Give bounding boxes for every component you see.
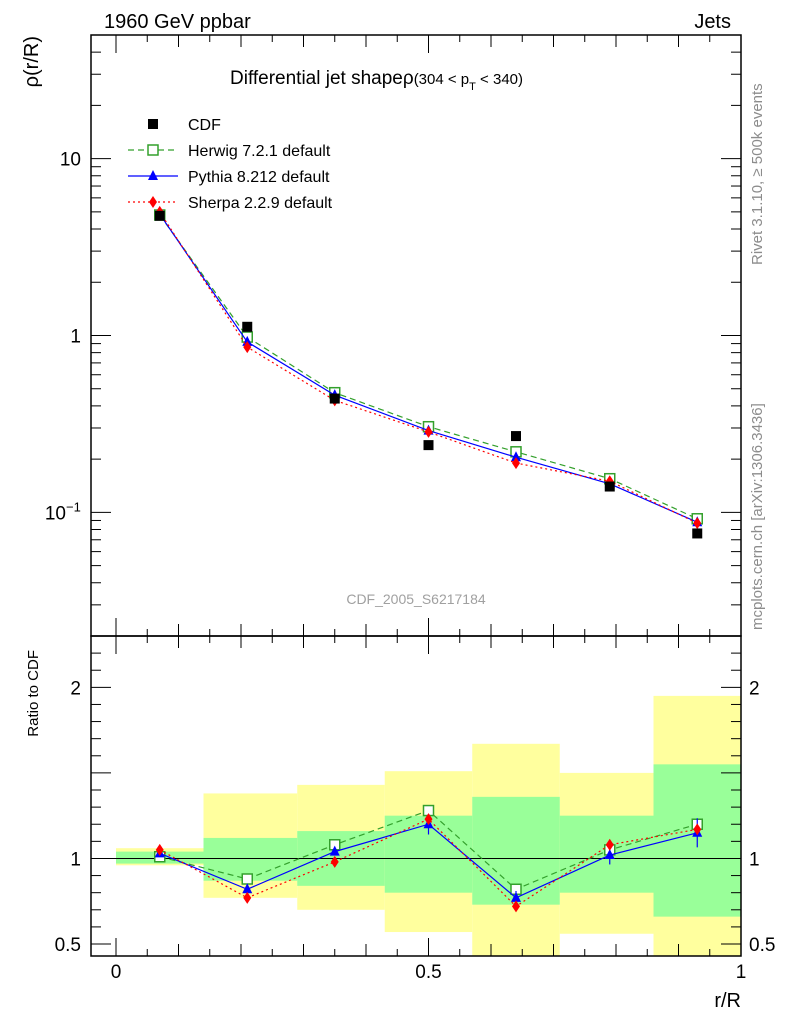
legend-label: Pythia 8.212 default <box>188 169 330 186</box>
data-point <box>692 528 703 539</box>
chart-title-range-post: < 340) <box>476 71 523 88</box>
data-point <box>423 440 434 451</box>
ratio-point-2 <box>243 891 252 904</box>
y-tick-label: 10 <box>45 503 66 524</box>
ratio-point-2 <box>424 813 433 826</box>
ratio-tick-label-left: 1 <box>70 849 81 870</box>
data-point <box>329 393 340 404</box>
ratio-point-1 <box>604 849 615 860</box>
chart-title-main: Differential jet shapeρ <box>230 68 414 89</box>
x-tick-label: 0.5 <box>415 962 441 983</box>
ratio-point-1 <box>511 891 521 902</box>
series-point-2 <box>512 457 520 470</box>
ratio-point-0 <box>241 873 253 885</box>
chart-title: Differential jet shapeρ(304 < pT < 340) <box>230 68 523 93</box>
y-axis-label: ρ(r/R) <box>21 36 43 87</box>
ratio-tick-label-left: 0.5 <box>55 935 81 956</box>
ratio-point-1 <box>329 845 340 856</box>
side-label-top: Rivet 3.1.10, ≥ 500k events <box>749 83 766 265</box>
legend-label: CDF <box>188 117 221 134</box>
data-point <box>154 210 165 221</box>
legend: CDF Herwig 7.2.1 default Pythia 8.212 defa… <box>128 117 333 212</box>
y-tick-label: 1 <box>70 327 81 348</box>
data-point <box>242 321 253 332</box>
y-tick-label: 10 <box>60 150 81 171</box>
legend-marker <box>149 196 157 208</box>
legend-marker <box>148 170 158 180</box>
series-point-2 <box>424 425 433 438</box>
legend-label: Sherpa 2.2.9 default <box>188 195 333 212</box>
side-label-bottom: mcplots.cern.ch [arXiv:1306.3436] <box>749 403 766 630</box>
series-point-2 <box>693 517 702 530</box>
x-tick-label: 0 <box>111 962 122 983</box>
legend-marker <box>147 144 159 156</box>
header-left: 1960 GeV ppbar <box>104 11 251 33</box>
series-line-2 <box>159 211 698 524</box>
ratio-bands <box>91 695 741 956</box>
ratio-point-2 <box>155 843 164 856</box>
header-right: Jets <box>694 11 731 33</box>
ratio-point-2 <box>512 900 520 913</box>
x-tick-label: 1 <box>736 962 747 983</box>
main-plot <box>154 205 703 539</box>
series-point-1 <box>511 451 521 462</box>
series-line-1 <box>159 213 698 523</box>
analysis-tag: CDF_2005_S6217184 <box>346 591 486 607</box>
ratio-tick-label-right: 2 <box>749 678 760 699</box>
chart-title-range-sub: T <box>469 81 476 93</box>
axes <box>90 34 742 957</box>
series-line-0 <box>159 214 698 520</box>
ratio-point-2 <box>605 838 614 851</box>
chart-title-range-pre: (304 < p <box>414 71 469 88</box>
data-point <box>511 431 521 442</box>
ratio-y-axis-label: Ratio to CDF <box>25 650 42 737</box>
ratio-point-1 <box>242 883 253 894</box>
ratio-point-2 <box>693 823 702 836</box>
ratio-tick-label-left: 2 <box>70 678 81 699</box>
x-axis-label: r/R <box>714 990 741 1012</box>
data-point <box>604 481 615 492</box>
ratio-tick-label-right: 1 <box>749 849 760 870</box>
ratio-point-2 <box>330 855 339 868</box>
legend-label: Herwig 7.2.1 default <box>188 143 331 160</box>
y-tick-label-exponent: −1 <box>66 499 81 514</box>
legend-marker <box>148 119 158 129</box>
series-point-2 <box>243 341 252 354</box>
ratio-plot <box>154 804 703 913</box>
ratio-tick-label-right: 0.5 <box>749 935 775 956</box>
ratio-frame <box>90 635 742 957</box>
